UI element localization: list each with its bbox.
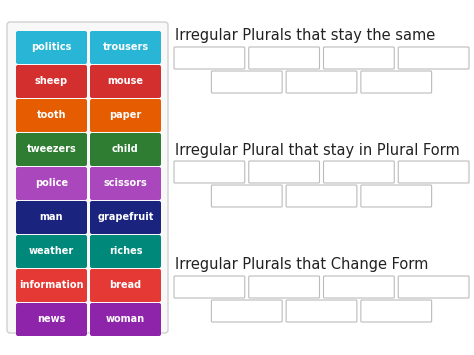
FancyBboxPatch shape [211, 71, 282, 93]
FancyBboxPatch shape [16, 31, 87, 64]
FancyBboxPatch shape [249, 47, 319, 69]
FancyBboxPatch shape [16, 65, 87, 98]
Text: weather: weather [29, 246, 74, 257]
FancyBboxPatch shape [90, 269, 161, 302]
FancyBboxPatch shape [323, 276, 394, 298]
FancyBboxPatch shape [16, 99, 87, 132]
Text: scissors: scissors [104, 179, 147, 189]
Text: Irregular Plurals that Change Form: Irregular Plurals that Change Form [175, 257, 428, 272]
Text: information: information [19, 280, 84, 290]
Text: trousers: trousers [102, 43, 148, 53]
Text: police: police [35, 179, 68, 189]
Text: man: man [40, 213, 63, 223]
FancyBboxPatch shape [90, 65, 161, 98]
FancyBboxPatch shape [16, 303, 87, 336]
Text: tooth: tooth [37, 110, 66, 120]
Text: Irregular Plurals that stay the same: Irregular Plurals that stay the same [175, 28, 435, 43]
FancyBboxPatch shape [398, 161, 469, 183]
FancyBboxPatch shape [16, 133, 87, 166]
FancyBboxPatch shape [90, 201, 161, 234]
FancyBboxPatch shape [174, 47, 245, 69]
FancyBboxPatch shape [174, 276, 245, 298]
FancyBboxPatch shape [174, 161, 245, 183]
Text: woman: woman [106, 315, 145, 324]
FancyBboxPatch shape [286, 185, 357, 207]
FancyBboxPatch shape [90, 167, 161, 200]
FancyBboxPatch shape [249, 161, 319, 183]
Text: riches: riches [109, 246, 142, 257]
FancyBboxPatch shape [211, 185, 282, 207]
FancyBboxPatch shape [286, 300, 357, 322]
FancyBboxPatch shape [211, 300, 282, 322]
Text: politics: politics [31, 43, 72, 53]
FancyBboxPatch shape [361, 71, 432, 93]
FancyBboxPatch shape [90, 99, 161, 132]
FancyBboxPatch shape [323, 161, 394, 183]
Text: news: news [37, 315, 66, 324]
Text: paper: paper [109, 110, 142, 120]
FancyBboxPatch shape [361, 185, 432, 207]
Text: child: child [112, 144, 139, 154]
FancyBboxPatch shape [16, 235, 87, 268]
FancyBboxPatch shape [16, 269, 87, 302]
FancyBboxPatch shape [323, 47, 394, 69]
FancyBboxPatch shape [286, 71, 357, 93]
FancyBboxPatch shape [90, 31, 161, 64]
FancyBboxPatch shape [90, 303, 161, 336]
FancyBboxPatch shape [361, 300, 432, 322]
Text: sheep: sheep [35, 76, 68, 87]
FancyBboxPatch shape [90, 133, 161, 166]
FancyBboxPatch shape [16, 167, 87, 200]
Text: bread: bread [109, 280, 142, 290]
FancyBboxPatch shape [90, 235, 161, 268]
Text: grapefruit: grapefruit [97, 213, 154, 223]
FancyBboxPatch shape [398, 276, 469, 298]
FancyBboxPatch shape [7, 22, 168, 333]
Text: Irregular Plural that stay in Plural Form: Irregular Plural that stay in Plural For… [175, 143, 460, 158]
FancyBboxPatch shape [16, 201, 87, 234]
Text: mouse: mouse [108, 76, 144, 87]
FancyBboxPatch shape [398, 47, 469, 69]
FancyBboxPatch shape [249, 276, 319, 298]
Text: tweezers: tweezers [27, 144, 76, 154]
